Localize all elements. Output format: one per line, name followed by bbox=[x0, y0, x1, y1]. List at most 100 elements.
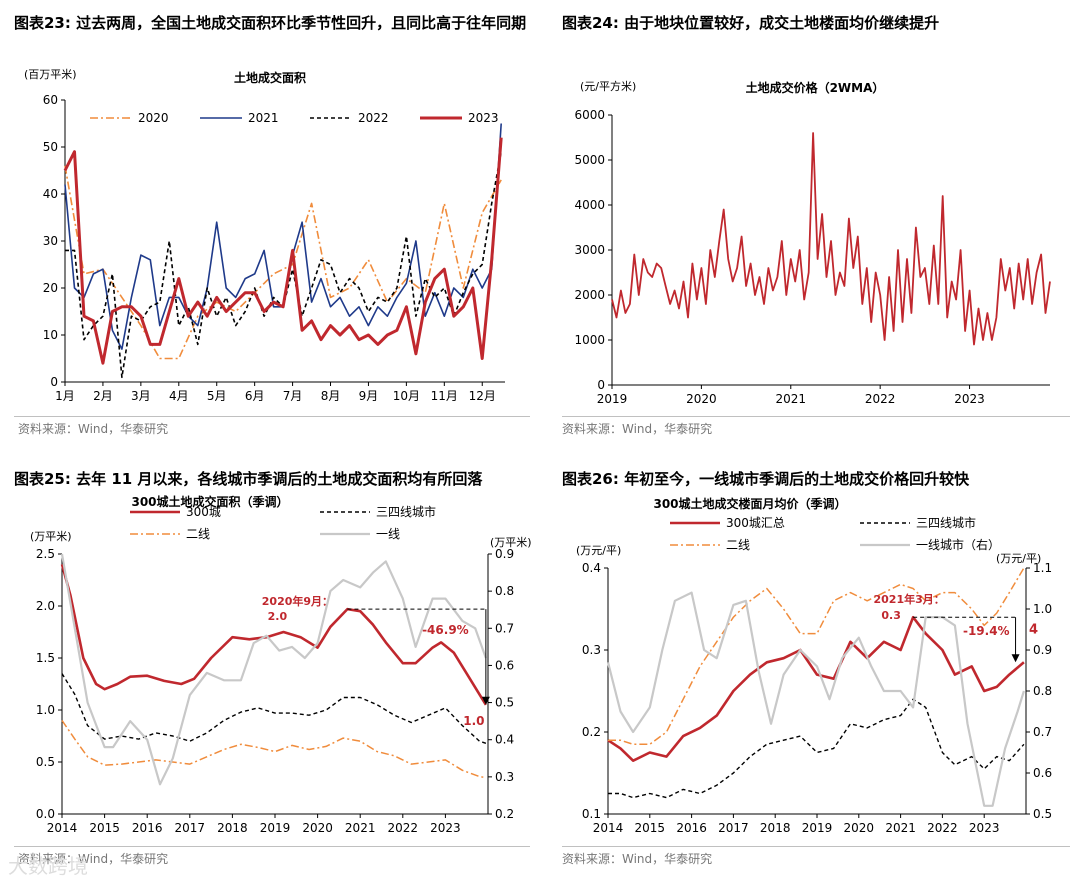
series-line-300城汇总 bbox=[607, 615, 1025, 763]
annotation-peak-label: 2021年3月： bbox=[873, 592, 944, 606]
y-tick-label: 60 bbox=[43, 93, 58, 107]
figure-26-source: 资料来源：Wind，华泰研究 bbox=[562, 852, 713, 866]
legend-label: 300城 bbox=[186, 505, 221, 519]
divider bbox=[562, 416, 1070, 417]
figure-26-title: 图表26: 年初至今，一线城市季调后的土地成交价格回升较快 bbox=[562, 470, 970, 488]
x-tick-label: 11月 bbox=[431, 389, 458, 403]
x-tick-label: 2021 bbox=[885, 821, 916, 835]
x-tick-label: 2021 bbox=[345, 821, 376, 835]
x-tick-label: 12月 bbox=[469, 389, 496, 403]
y-tick-label-right: 0.2 bbox=[495, 807, 514, 821]
x-tick-label: 2016 bbox=[132, 821, 163, 835]
y-tick-label: 0.1 bbox=[582, 807, 601, 821]
x-tick-label: 2020 bbox=[686, 392, 717, 406]
chart-26: 300城土地成交楼面月均价（季调） (万元/平) (万元/平) 0.1 0.2 0.3 0.… bbox=[576, 496, 1052, 835]
legend-label: 2020 bbox=[138, 111, 169, 125]
x-tick-label: 2月 bbox=[93, 389, 113, 403]
y-tick-label: 2.0 bbox=[36, 599, 55, 613]
y-axis-unit-right: (万平米) bbox=[490, 536, 532, 549]
divider bbox=[562, 846, 1070, 847]
x-tick-label: 2017 bbox=[718, 821, 749, 835]
series-line-一线城市（右） bbox=[606, 591, 1025, 807]
x-tick-label: 9月 bbox=[359, 389, 379, 403]
x-tick-label: 2020 bbox=[844, 821, 875, 835]
y-tick-label: 0.2 bbox=[582, 725, 601, 739]
y-axis-unit-right: (万元/平) bbox=[996, 552, 1041, 565]
series-line-二线 bbox=[61, 719, 487, 779]
y-tick-label: 2.5 bbox=[36, 547, 55, 561]
legend-label: 一线城市（右） bbox=[916, 537, 1000, 552]
y-axis-unit: (百万平米) bbox=[24, 68, 77, 81]
x-tick-label: 2018 bbox=[217, 821, 248, 835]
annotation-arrowhead bbox=[481, 696, 490, 705]
annotation-change: -46.9% bbox=[422, 623, 469, 637]
x-tick-label: 2022 bbox=[865, 392, 896, 406]
legend-label: 二线 bbox=[186, 527, 210, 541]
y-tick-label: 10 bbox=[43, 328, 58, 342]
x-tick-label: 2015 bbox=[635, 821, 666, 835]
y-tick-label-right: 0.7 bbox=[495, 621, 514, 635]
y-tick-label: 1.5 bbox=[36, 651, 55, 665]
chart-25: 300城土地成交面积（季调） (万平米) (万平米) 0.0 0.5 1.0 1.5 2.0 2… bbox=[30, 494, 532, 835]
legend-label: 2022 bbox=[358, 111, 389, 125]
x-tick-label: 2018 bbox=[760, 821, 791, 835]
x-tick-label: 2019 bbox=[802, 821, 833, 835]
watermark: 大数跨境 bbox=[8, 854, 88, 878]
x-tick-label: 6月 bbox=[245, 389, 265, 403]
figure-24-title: 图表24: 由于地块位置较好，成交土地楼面均价继续提升 bbox=[562, 14, 940, 32]
y-tick-label: 6000 bbox=[574, 108, 605, 122]
y-tick-label-right: 0.3 bbox=[495, 770, 514, 784]
series-line-二线 bbox=[608, 567, 1025, 746]
divider bbox=[14, 846, 530, 847]
annotation-peak-value: 0.3 bbox=[881, 609, 901, 622]
legend-label: 二线 bbox=[726, 538, 750, 552]
legend-label: 一线 bbox=[376, 527, 400, 541]
annotation-arrowhead bbox=[1011, 654, 1020, 663]
x-tick-label: 2017 bbox=[175, 821, 206, 835]
legend-label: 三四线城市 bbox=[916, 515, 976, 530]
y-tick-label: 0.4 bbox=[582, 561, 601, 575]
series-line-2022 bbox=[65, 151, 502, 379]
annotation-peak-label: 2020年9月： bbox=[262, 594, 333, 608]
x-tick-label: 5月 bbox=[207, 389, 227, 403]
chart-24: 土地成交价格（2WMA） (元/平方米) 0 1000 2000 3000 4000 5000… bbox=[574, 79, 1051, 406]
y-tick-label: 0 bbox=[597, 378, 605, 392]
x-tick-label: 2022 bbox=[388, 821, 419, 835]
y-tick-label-right: 0.4 bbox=[495, 733, 514, 747]
x-tick-label: 8月 bbox=[321, 389, 341, 403]
annotation-end-value: 1.0 bbox=[463, 714, 484, 728]
series-line-土地成交价格 bbox=[611, 132, 1051, 346]
y-tick-label-right: 0.5 bbox=[1033, 807, 1052, 821]
y-tick-label: 1.0 bbox=[36, 703, 55, 717]
annotation-change: -19.4% bbox=[963, 624, 1010, 638]
y-tick-label-right: 0.6 bbox=[1033, 766, 1052, 780]
y-tick-label: 0.5 bbox=[36, 755, 55, 769]
chart-title: 土地成交面积 bbox=[234, 70, 306, 85]
figure-23-source: 资料来源：Wind，华泰研究 bbox=[18, 422, 169, 436]
y-tick-label-right: 0.9 bbox=[1033, 643, 1052, 657]
x-tick-label: 4月 bbox=[169, 389, 189, 403]
legend-label: 三四线城市 bbox=[376, 504, 436, 519]
series-line-2020 bbox=[64, 165, 502, 360]
series-line-三四线城市 bbox=[608, 698, 1025, 799]
series-line-2021 bbox=[64, 123, 502, 350]
y-tick-label-right: 1.1 bbox=[1033, 561, 1052, 575]
chart-title: 300城土地成交面积（季调） bbox=[131, 494, 288, 509]
y-tick-label: 20 bbox=[43, 281, 58, 295]
x-tick-label: 7月 bbox=[283, 389, 303, 403]
figure-23-title: 图表23: 过去两周，全国土地成交面积环比季节性回升，且同比高于往年同期 bbox=[14, 14, 527, 32]
y-tick-label: 0 bbox=[50, 375, 58, 389]
y-tick-label: 1000 bbox=[574, 333, 605, 347]
x-tick-label: 3月 bbox=[131, 389, 151, 403]
y-tick-label: 30 bbox=[43, 234, 58, 248]
x-tick-label: 2023 bbox=[969, 821, 1000, 835]
x-tick-label: 2023 bbox=[430, 821, 461, 835]
x-tick-label: 2016 bbox=[676, 821, 707, 835]
y-axis-unit: (万元/平) bbox=[576, 544, 621, 557]
y-tick-label: 4000 bbox=[574, 198, 605, 212]
y-tick-label-right: 1.0 bbox=[1033, 602, 1052, 616]
y-tick-label: 3000 bbox=[574, 243, 605, 257]
legend-label: 2021 bbox=[248, 111, 279, 125]
y-tick-label-right: 0.5 bbox=[495, 696, 514, 710]
y-axis-unit: (万平米) bbox=[30, 530, 72, 543]
